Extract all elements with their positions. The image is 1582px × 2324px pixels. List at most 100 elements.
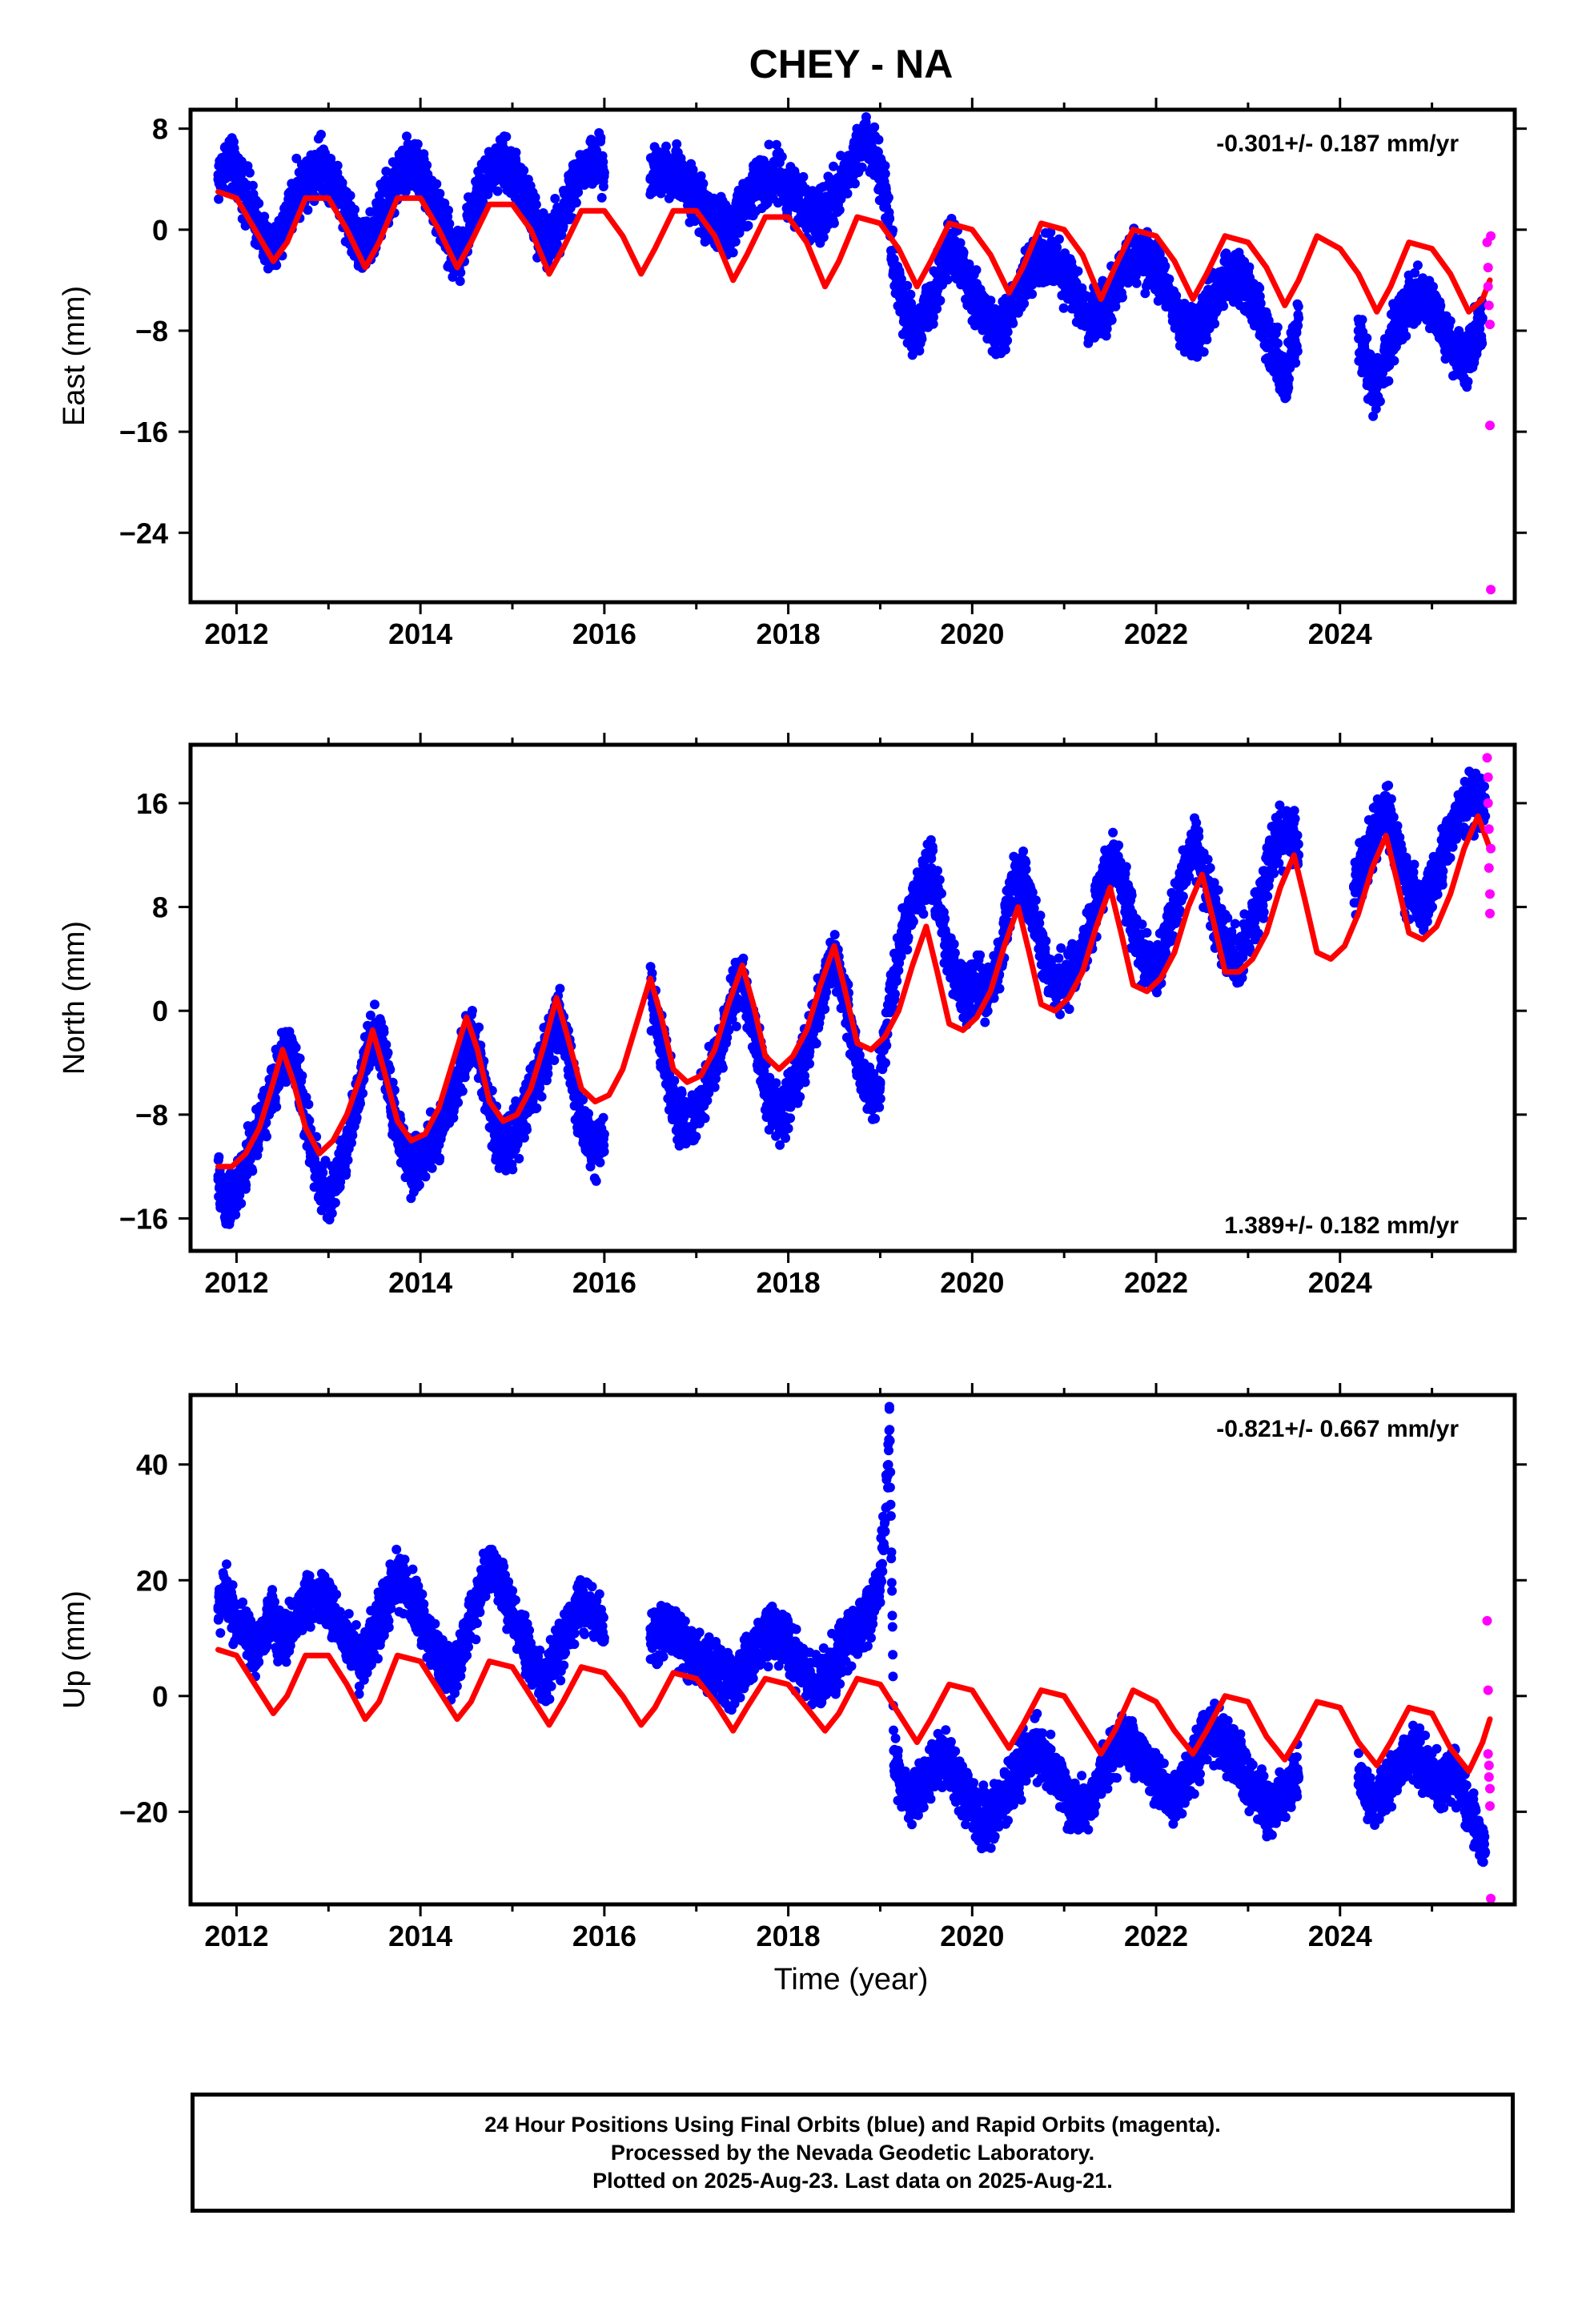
east-final-point xyxy=(1454,326,1464,336)
east-final-point xyxy=(1019,299,1030,309)
east-final-point xyxy=(1389,356,1399,366)
figure-title: CHEY - NA xyxy=(749,42,954,86)
east-x-tick-label: 2016 xyxy=(572,617,636,650)
north-final-point xyxy=(253,1144,263,1154)
east-final-point xyxy=(942,275,953,285)
east-final-point xyxy=(935,296,946,306)
east-final-point xyxy=(880,187,890,197)
east-plot-area xyxy=(213,99,1496,595)
east-final-point xyxy=(1266,338,1276,348)
east-final-point xyxy=(811,218,821,228)
east-final-point xyxy=(917,334,927,344)
east-final-point xyxy=(1459,357,1469,368)
east-final-point xyxy=(484,167,495,178)
east-final-point xyxy=(1403,300,1414,311)
east-final-point xyxy=(834,205,845,215)
east-final-point xyxy=(1073,294,1083,304)
east-final-point xyxy=(880,169,890,179)
east-final-point xyxy=(790,169,801,179)
east-final-point xyxy=(954,256,964,267)
east-final-point xyxy=(764,139,774,150)
east-final-point xyxy=(829,161,838,171)
east-final-point xyxy=(1027,289,1038,300)
east-final-point xyxy=(777,151,787,162)
east-final-point xyxy=(869,122,880,132)
east-final-point xyxy=(1263,316,1274,326)
east-final-point xyxy=(412,139,423,149)
east-final-point xyxy=(406,155,416,166)
east-final-point xyxy=(1412,260,1423,271)
east-final-point xyxy=(402,131,412,142)
east-final-point xyxy=(902,280,913,291)
east-final-point xyxy=(1131,278,1142,288)
east-final-point xyxy=(531,199,541,210)
east-final-point xyxy=(661,141,671,151)
east-final-point xyxy=(1077,283,1087,293)
east-final-point xyxy=(1244,262,1255,272)
east-final-point xyxy=(905,289,916,300)
east-final-point xyxy=(314,155,324,166)
east-final-point xyxy=(986,296,996,306)
east-final-point xyxy=(434,212,444,222)
east-final-point xyxy=(1046,236,1057,246)
east-final-point xyxy=(444,219,455,229)
east-final-point xyxy=(771,139,781,150)
east-final-point xyxy=(365,207,375,217)
east-final-point xyxy=(659,162,669,171)
east-rapid-point xyxy=(1485,420,1495,431)
east-final-point xyxy=(885,214,895,224)
east-final-point xyxy=(1375,396,1385,407)
east-final-point xyxy=(456,267,466,278)
east-final-point xyxy=(870,155,881,166)
east-final-point xyxy=(730,236,741,247)
east-rapid-point xyxy=(1483,263,1493,273)
east-final-point xyxy=(1224,269,1235,279)
east-final-point xyxy=(1164,274,1174,284)
east-final-point xyxy=(836,151,846,161)
east-y-tick-label: −8 xyxy=(135,315,168,348)
east-final-point xyxy=(345,191,355,201)
east-final-point xyxy=(400,187,411,197)
east-final-point xyxy=(1197,320,1207,330)
east-final-point xyxy=(1054,234,1064,244)
east-final-point xyxy=(571,198,581,208)
east-final-point xyxy=(350,204,359,215)
east-final-point xyxy=(1440,332,1451,342)
east-final-point xyxy=(1255,283,1265,293)
east-final-point xyxy=(1210,319,1220,329)
east-final-point xyxy=(1073,266,1083,276)
east-final-point xyxy=(455,276,465,287)
east-final-point xyxy=(244,167,255,178)
east-final-point xyxy=(1000,344,1010,355)
east-final-point xyxy=(917,313,927,324)
east-final-point xyxy=(1219,301,1229,312)
east-final-point xyxy=(1363,364,1373,374)
east-final-point xyxy=(1081,291,1091,301)
east-rate-label: -0.301+/- 0.187 mm/yr xyxy=(1216,131,1459,157)
east-final-point xyxy=(240,187,251,197)
east-final-point xyxy=(1291,358,1301,368)
east-final-point xyxy=(1086,313,1097,324)
east-final-point xyxy=(254,199,264,208)
east-final-point xyxy=(1383,376,1394,386)
east-final-point xyxy=(300,174,311,184)
east-final-point xyxy=(1101,331,1111,341)
east-final-point xyxy=(1371,404,1381,414)
east-final-point xyxy=(865,99,874,108)
east-final-point xyxy=(1058,303,1069,313)
east-final-point xyxy=(1046,250,1055,260)
east-final-point xyxy=(1294,313,1304,324)
east-final-point xyxy=(714,218,725,228)
east-final-point xyxy=(962,281,973,292)
east-x-tick-label: 2014 xyxy=(388,617,452,650)
east-final-point xyxy=(756,174,766,184)
east-final-point xyxy=(701,206,711,216)
east-final-point xyxy=(1106,315,1117,325)
east-final-point xyxy=(1004,313,1014,324)
east-final-point xyxy=(818,232,829,243)
east-final-point xyxy=(1018,281,1028,292)
east-final-point xyxy=(1368,411,1379,421)
east-final-point xyxy=(1128,250,1138,260)
east-final-point xyxy=(1117,292,1127,303)
north-final-point xyxy=(262,1132,271,1142)
